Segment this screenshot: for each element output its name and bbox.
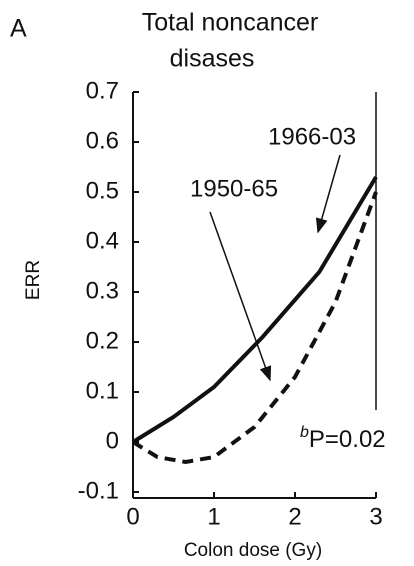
series-label: 1950-65 — [190, 175, 278, 202]
y-tick-label: 0.6 — [86, 127, 119, 154]
x-tick-label: 3 — [369, 503, 382, 530]
y-tick-label: -0.1 — [78, 477, 119, 504]
arrow — [315, 154, 341, 234]
series-label: 1966-03 — [268, 123, 356, 150]
x-axis-title: Colon dose (Gy) — [184, 540, 322, 561]
y-tick-label: 0.2 — [86, 327, 119, 354]
annotation-superscript: b — [300, 424, 309, 441]
y-tick-label: 0 — [106, 427, 119, 454]
panel-label: A — [10, 15, 27, 43]
x-tick-label: 1 — [207, 503, 220, 530]
chart-title: Total noncancer — [142, 9, 319, 37]
annotation: bP=0.02 — [300, 424, 386, 453]
arrow — [209, 211, 272, 382]
y-tick-label: 0.7 — [86, 77, 119, 104]
annotation-text: P=0.02 — [309, 426, 386, 453]
y-tick-label: 0.1 — [86, 377, 119, 404]
y-axis-title: ERR — [23, 260, 44, 300]
y-tick-label: 0.4 — [86, 227, 119, 254]
x-tick-label: 0 — [126, 503, 139, 530]
y-tick-label: 0.5 — [86, 177, 119, 204]
series-line — [131, 191, 378, 465]
y-tick-label: 0.3 — [86, 277, 119, 304]
x-tick-label: 2 — [288, 503, 301, 530]
chart-title: disases — [170, 45, 255, 73]
series-line — [131, 175, 378, 444]
